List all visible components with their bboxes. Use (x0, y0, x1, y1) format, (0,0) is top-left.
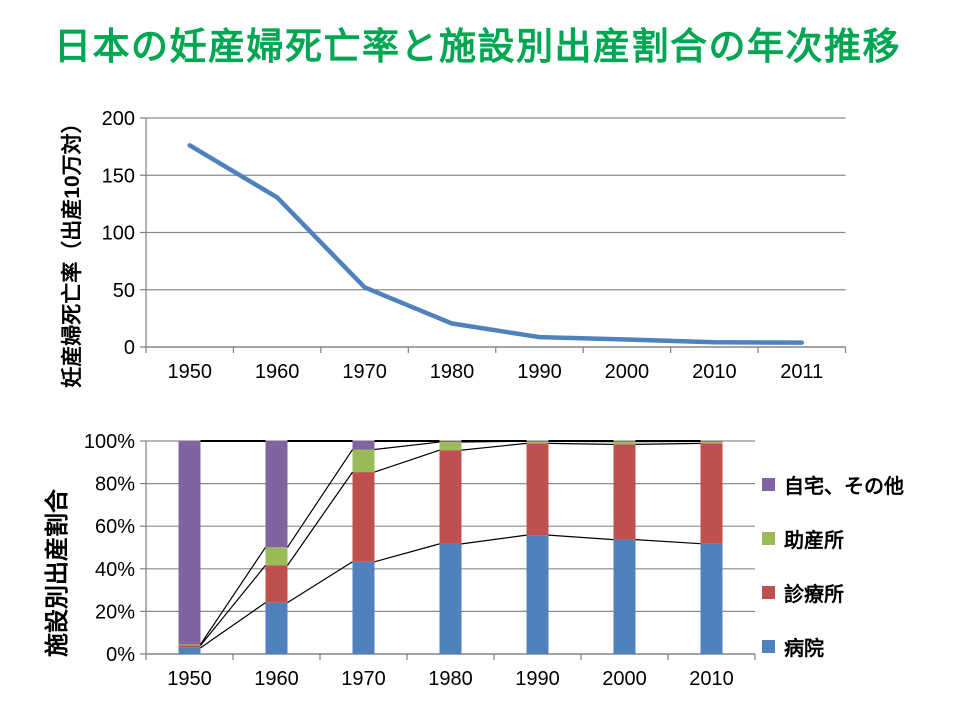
bar-segment-診療所 (439, 450, 462, 544)
series-connector-line (287, 449, 353, 548)
legend-item: 病院 (762, 634, 952, 660)
series-connector-line (548, 442, 614, 446)
bar-segment-助産所 (178, 644, 201, 646)
y-tick-label: 0% (106, 644, 135, 666)
x-tick-label: 1980 (428, 668, 473, 690)
y-tick-label: 20% (95, 601, 135, 623)
birthplace-stacked-bar-chart: 0% 20% 40% 60% 80% 100% 1950 1960 1970 1980 1990 20… (84, 431, 756, 690)
x-tick-label: 1970 (341, 668, 386, 690)
bar-segment-診療所 (613, 444, 636, 540)
mortality-line-series (187, 143, 805, 345)
y-tick-label: 200 (102, 108, 135, 130)
bar-segment-助産所 (613, 441, 636, 445)
bar-segment-病院 (613, 539, 636, 654)
x-tick-label: 1990 (517, 361, 562, 383)
bar-segment-病院 (700, 543, 723, 654)
chart-legend: 自宅、その他 助産所診療所病院 (762, 472, 952, 660)
bar-segment-助産所 (352, 449, 375, 473)
bar-segment-診療所 (178, 645, 201, 648)
y-tick-label: 50 (113, 280, 135, 302)
x-tick-label: 2011 (780, 361, 823, 383)
bar-segment-自宅、その他 (352, 441, 375, 450)
x-tick-label: 1980 (430, 361, 475, 383)
y-tick-label: 40% (95, 559, 135, 581)
legend-label: 自宅、その他 (784, 475, 904, 498)
series-connector-line (548, 534, 614, 541)
bar-segment-診療所 (265, 565, 288, 603)
series-connector-line (461, 442, 527, 451)
legend-label: 病院 (784, 637, 824, 660)
series-connector-line (200, 546, 266, 645)
series-connector-line (200, 565, 266, 646)
series-connector-line (635, 442, 701, 446)
x-tick-label: 2010 (689, 668, 734, 690)
series-connector-line (461, 534, 527, 545)
y-tick-label: 100 (102, 223, 135, 245)
bar-segment-自宅、その他 (700, 441, 723, 442)
bar-segment-診療所 (526, 443, 549, 536)
legend-item: 診療所 (762, 580, 952, 606)
x-tick-label: 1960 (254, 668, 299, 690)
y-tick-label: 80% (95, 474, 135, 496)
series-connector-line (287, 471, 353, 566)
bar-segment-病院 (178, 647, 201, 654)
x-tick-label: 1960 (255, 361, 300, 383)
legend-label: 診療所 (784, 583, 844, 606)
y-tick-label: 100% (84, 431, 135, 453)
bar-segment-自宅、その他 (439, 441, 462, 443)
bar-segment-病院 (352, 561, 375, 654)
x-tick-label: 2000 (602, 668, 647, 690)
x-tick-label: 1970 (342, 361, 387, 383)
bar-segment-助産所 (265, 547, 288, 566)
x-tick-label: 1950 (167, 668, 212, 690)
mortality-line-chart: 0 50 100 150 200 1950 1960 1970 1980 1990 2000 2010… (102, 108, 847, 383)
legend-item: 自宅、その他 (762, 472, 952, 498)
x-tick-label: 2000 (605, 361, 650, 383)
y-tick-label: 0 (124, 337, 135, 359)
slide-title: 日本の妊産婦死亡率と施設別出産割合の年次推移 (54, 26, 901, 67)
series-connector-line (287, 561, 353, 604)
bar-segment-診療所 (352, 472, 375, 562)
legend-swatch-icon (762, 585, 775, 599)
bar-segment-助産所 (700, 441, 723, 444)
legend-swatch-icon (762, 531, 775, 545)
series-connector-line (200, 602, 266, 649)
bar-segment-自宅、その他 (526, 441, 549, 442)
x-tick-label: 1950 (167, 361, 212, 383)
series-connector-line (374, 543, 440, 563)
legend-swatch-icon (762, 639, 775, 653)
legend-item: 助産所 (762, 526, 952, 552)
bar-segment-診療所 (700, 443, 723, 544)
series-connector-line (374, 449, 440, 473)
legend-swatch-icon (762, 477, 775, 491)
legend-label: 助産所 (784, 529, 844, 552)
y-tick-label: 150 (102, 165, 135, 187)
bar-segment-病院 (265, 602, 288, 654)
series-connector-line (635, 539, 701, 545)
bar-segment-自宅、その他 (613, 441, 636, 442)
bar-segment-病院 (526, 535, 549, 654)
bar-segment-助産所 (526, 441, 549, 444)
x-tick-label: 2010 (692, 361, 737, 383)
bar-segment-自宅、その他 (265, 441, 288, 548)
y-tick-label: 60% (95, 516, 135, 538)
bar-segment-助産所 (439, 442, 462, 451)
bar-segment-自宅、その他 (178, 441, 201, 645)
x-tick-label: 1990 (515, 668, 560, 690)
bar-segment-病院 (439, 543, 462, 654)
series-connector-line (374, 441, 440, 451)
